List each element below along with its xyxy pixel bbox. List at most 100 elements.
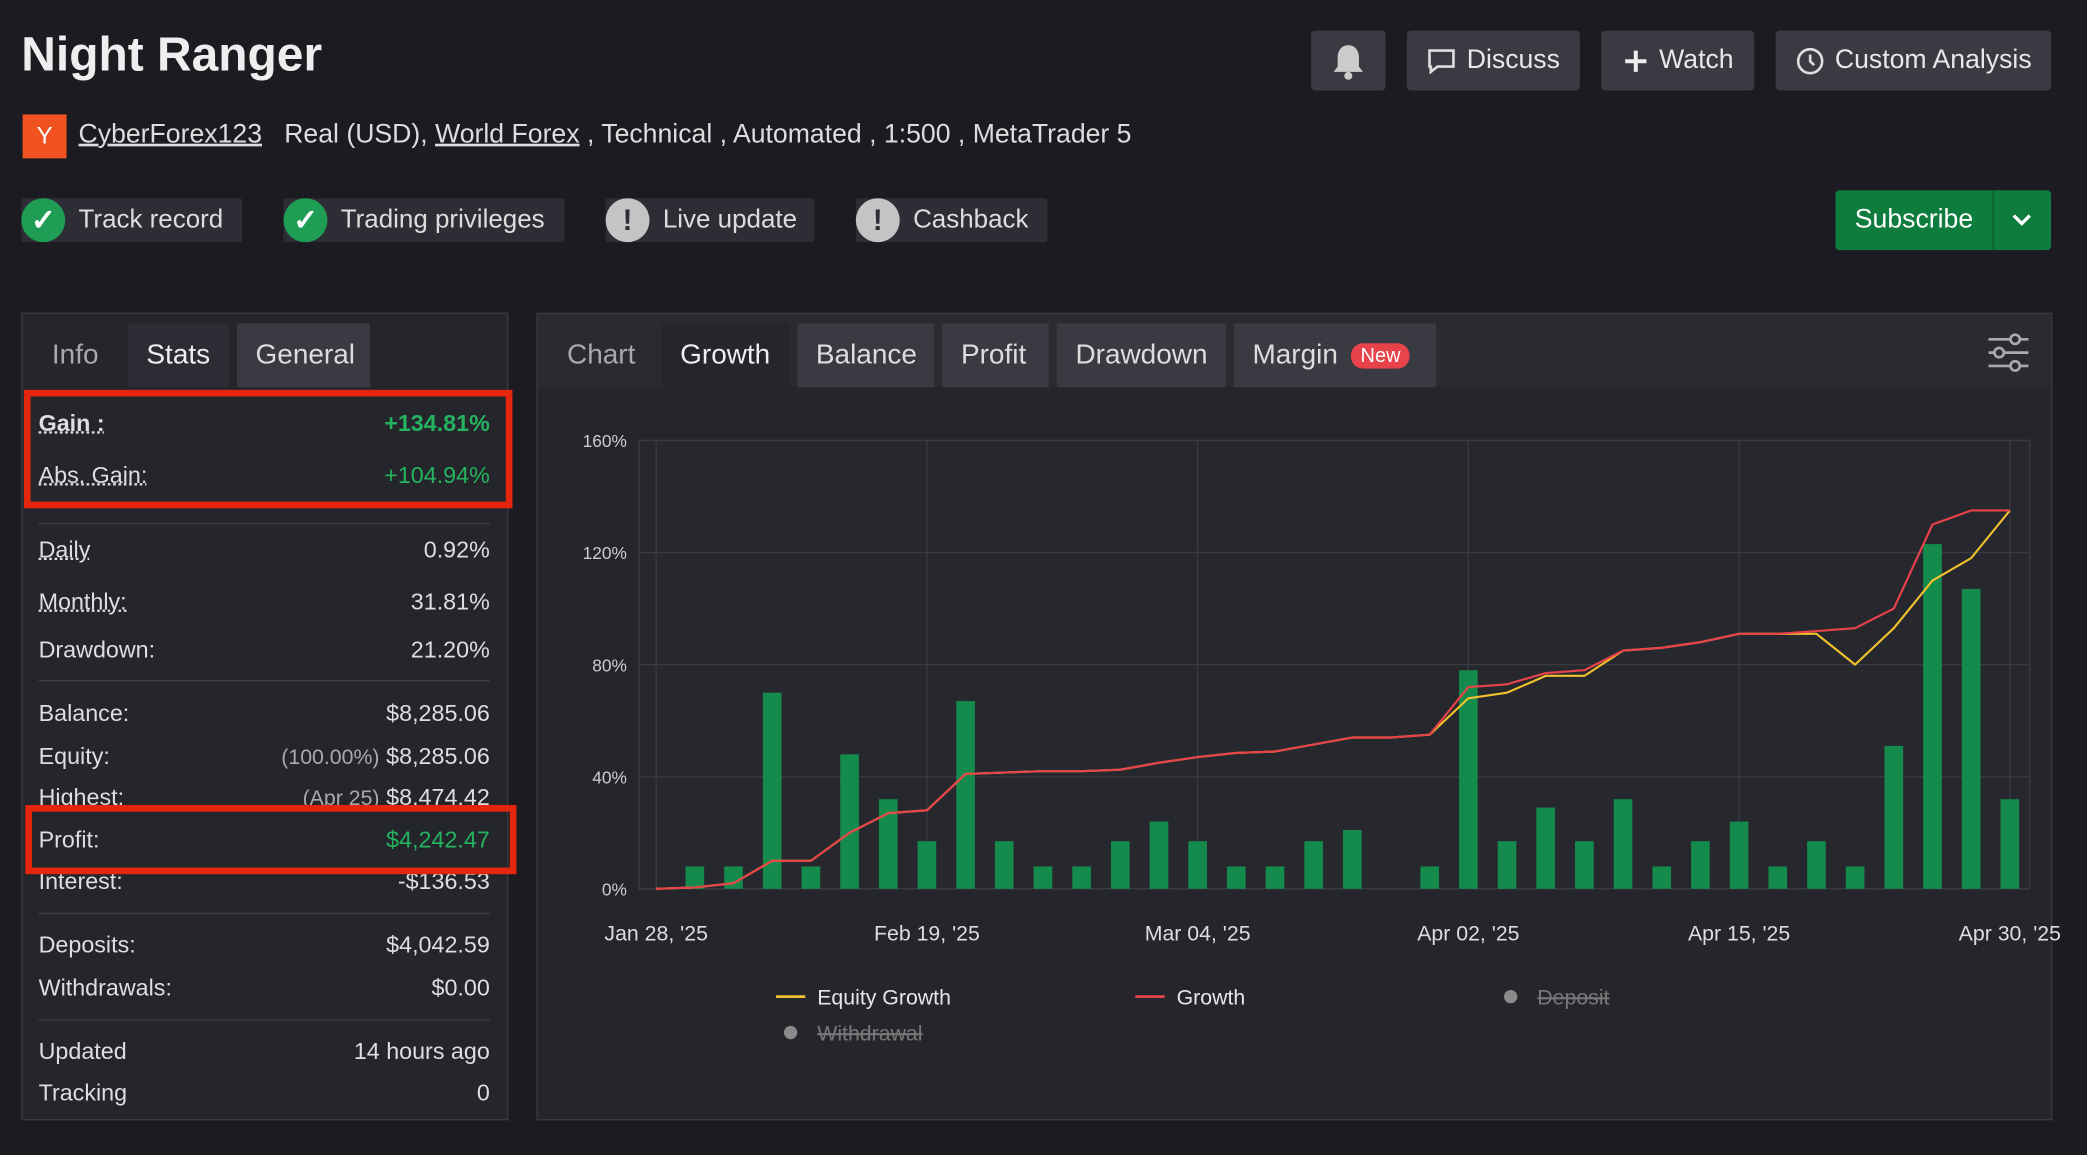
bar xyxy=(2000,799,2020,889)
stat-value: $4,042.59 xyxy=(386,930,490,958)
x-tick-label: Feb 19, '25 xyxy=(874,922,980,946)
tab-label: Margin xyxy=(1252,339,1338,370)
stat-row: Drawdown: 21.20% xyxy=(39,631,490,668)
check-icon: ✓ xyxy=(283,198,328,243)
badge-label: Track record xyxy=(78,204,224,235)
badge: ✓ Track record xyxy=(21,198,243,243)
bell-button[interactable] xyxy=(1311,30,1386,91)
bar xyxy=(762,692,782,889)
stat-value: 0.92% xyxy=(423,535,490,563)
title: Night Ranger xyxy=(21,26,323,82)
legend-dot xyxy=(783,1025,798,1040)
tab[interactable]: Drawdown xyxy=(1056,323,1226,388)
tab[interactable]: Profit xyxy=(942,323,1049,388)
bar xyxy=(1691,841,1710,889)
stat-value-group: (100.00%) $8,285.06 xyxy=(281,742,490,770)
bar xyxy=(1536,807,1556,889)
stat-label: Monthly: xyxy=(38,587,127,615)
button-label: Discuss xyxy=(1466,45,1560,75)
stat-label: Abs. Gain: xyxy=(38,461,148,488)
bar xyxy=(801,866,821,889)
x-tick-label: Apr 30, '25 xyxy=(1959,922,2061,946)
settings-icon[interactable] xyxy=(1986,333,2031,373)
tab-active[interactable]: Stats xyxy=(127,323,229,388)
bar xyxy=(878,799,898,889)
stat-label: Deposits: xyxy=(38,930,136,958)
author-link[interactable]: CyberForex123 xyxy=(78,119,262,150)
discuss-button[interactable]: Discuss xyxy=(1406,30,1580,91)
watch-button[interactable]: Watch xyxy=(1601,30,1755,91)
tab[interactable]: Balance xyxy=(797,323,935,388)
bar xyxy=(994,841,1014,889)
bar xyxy=(685,866,705,889)
y-tick-label: 0% xyxy=(602,879,627,899)
badge-label: Live update xyxy=(662,204,798,235)
custom-analysis-button[interactable]: Custom Analysis xyxy=(1775,30,2052,91)
bar xyxy=(1459,670,1478,889)
badge: ! Live update xyxy=(605,198,815,243)
check-icon: ✓ xyxy=(21,198,66,243)
stat-value-group: $4,042.59 xyxy=(386,931,490,959)
bar xyxy=(1110,841,1130,889)
bar xyxy=(1884,745,1904,889)
bar xyxy=(1188,841,1207,889)
bar xyxy=(1575,841,1594,889)
stat-row: Updated 14 hours ago xyxy=(39,1033,490,1070)
tab[interactable]: Info xyxy=(51,339,99,370)
bar xyxy=(1226,866,1246,889)
button-label: Subscribe xyxy=(1854,204,1974,235)
x-tick-label: Apr 15, '25 xyxy=(1688,922,1790,946)
highlight-box xyxy=(25,805,517,875)
tab[interactable]: Margin New xyxy=(1233,323,1437,388)
tab-active[interactable]: Growth xyxy=(661,323,790,388)
y-tick-label: 160% xyxy=(583,431,627,451)
stat-row: Balance: $8,285.06 xyxy=(39,695,490,732)
highlight-box xyxy=(23,389,513,509)
bar xyxy=(1768,866,1788,889)
badge-label: Cashback xyxy=(913,204,1029,235)
bar xyxy=(1845,866,1865,889)
bar xyxy=(1033,866,1053,889)
broker-link[interactable]: World Forex xyxy=(435,119,580,150)
legend-label: Growth xyxy=(1177,986,1246,1010)
tab[interactable]: Chart xyxy=(567,339,636,370)
stat-label: Equity: xyxy=(38,741,110,769)
stat-label: Balance: xyxy=(38,699,130,726)
bar xyxy=(1072,866,1091,889)
stat-row: Abs. Gain: +104.94% xyxy=(39,456,490,493)
bar xyxy=(1304,841,1323,889)
stat-note: (Apr 25) xyxy=(302,787,380,810)
bar xyxy=(1149,821,1169,889)
tab[interactable]: General xyxy=(236,323,371,388)
bar xyxy=(917,841,937,889)
stat-label: Drawdown: xyxy=(38,635,156,662)
stat-label: Gain : xyxy=(38,409,105,436)
line-series xyxy=(656,509,2010,890)
separator xyxy=(38,1019,490,1021)
account-type: Real (USD), xyxy=(284,119,428,150)
badge: ! Cashback xyxy=(855,198,1048,243)
bar xyxy=(724,866,743,889)
x-tick-label: Mar 04, '25 xyxy=(1145,922,1251,946)
stat-value-group: 0.92% xyxy=(424,536,490,564)
stat-label: Profit: xyxy=(38,825,100,853)
separator xyxy=(38,912,490,915)
stat-value: $4,242.47 xyxy=(386,825,490,853)
legend-label: Withdrawal xyxy=(817,1022,922,1046)
alert-icon: ! xyxy=(605,198,650,243)
bar xyxy=(1729,821,1749,889)
plus-icon xyxy=(1624,49,1646,72)
legend-dot xyxy=(1504,989,1518,1004)
subscribe-button[interactable]: Subscribe xyxy=(1835,190,2052,251)
separator xyxy=(38,522,490,525)
bar xyxy=(1420,866,1440,889)
x-tick-label: Apr 02, '25 xyxy=(1417,922,1519,946)
bar xyxy=(1613,799,1633,889)
stat-row: Daily 0.92% xyxy=(39,531,490,568)
stat-row: Gain : +134.81% xyxy=(39,405,490,442)
chat-icon xyxy=(1428,48,1455,74)
stat-value-group: $8,285.06 xyxy=(386,699,490,727)
stat-row: Withdrawals: $0.00 xyxy=(39,969,490,1006)
stat-row: Tracking 0 xyxy=(39,1074,490,1111)
